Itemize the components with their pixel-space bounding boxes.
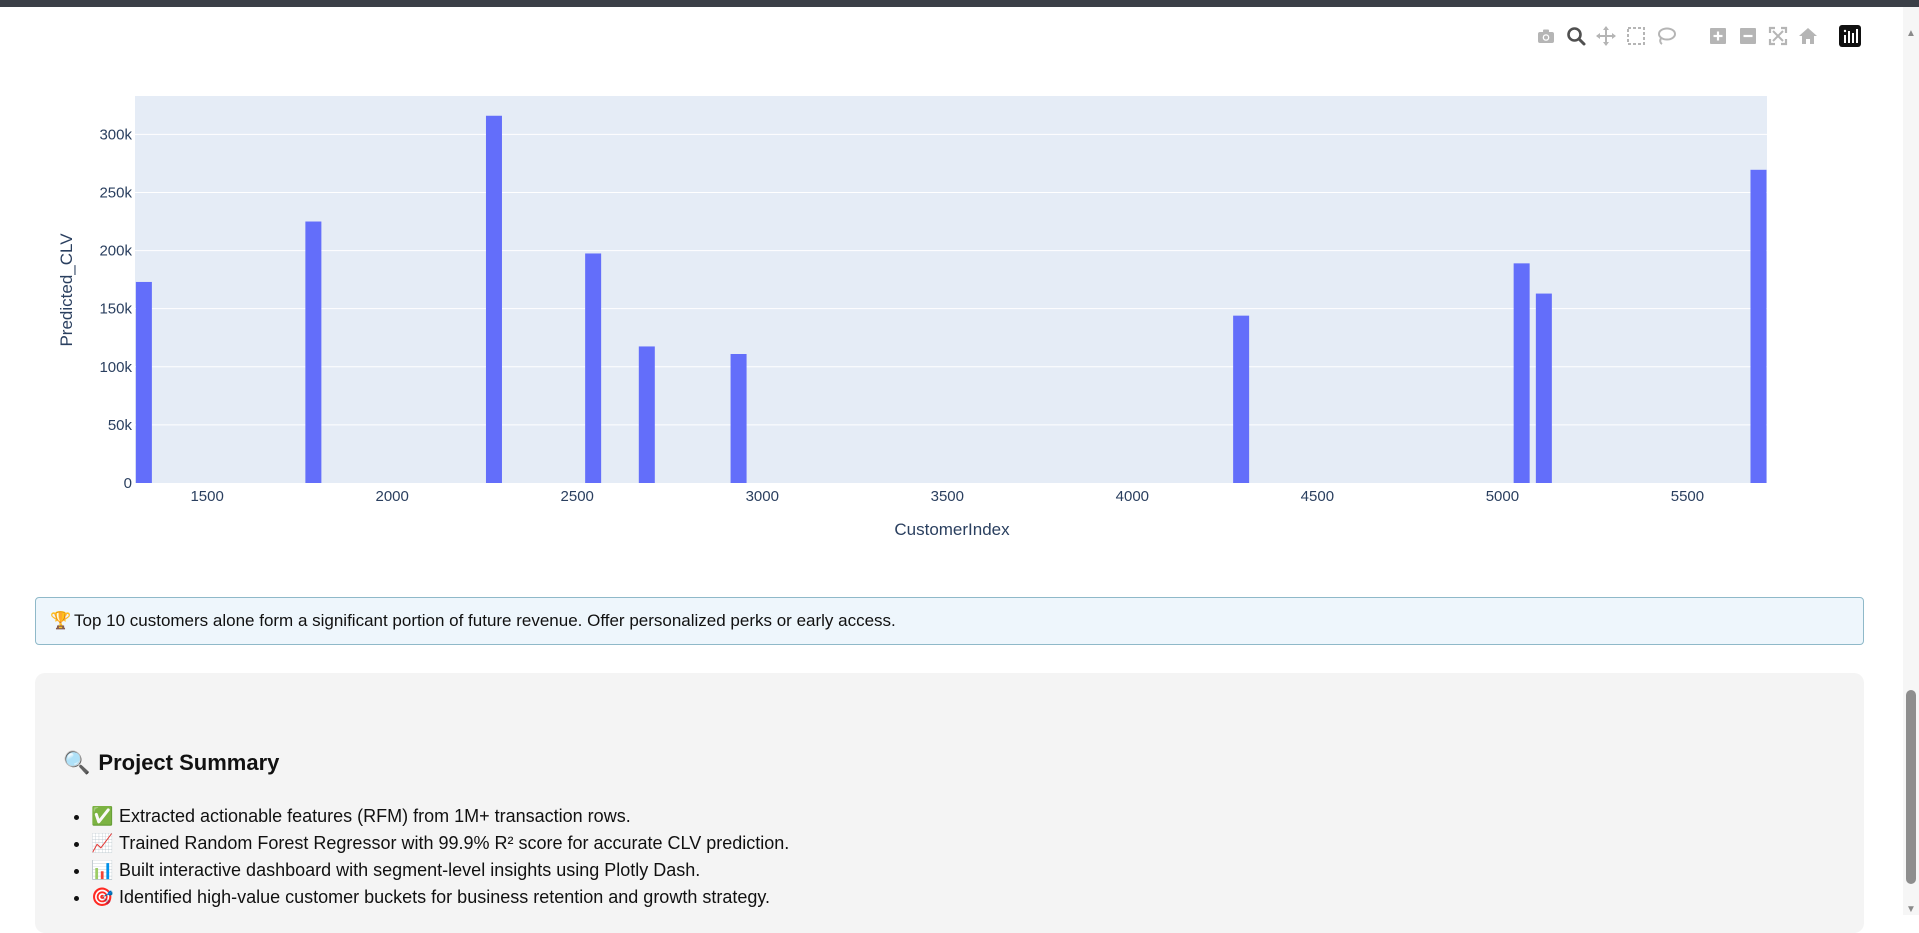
bar[interactable]	[730, 354, 747, 483]
y-gridlines	[135, 133, 1767, 426]
list-item: ✅Extracted actionable features (RFM) fro…	[91, 803, 789, 830]
y-tick-label: 100k	[99, 359, 132, 376]
x-tick-label: 3000	[746, 488, 779, 505]
y-tick-label: 300k	[99, 126, 132, 143]
bar-series	[135, 115, 1767, 483]
plotly-logo-icon[interactable]	[1838, 24, 1862, 48]
check-icon: ✅	[91, 806, 114, 826]
chart-modebar	[1534, 24, 1864, 50]
y-axis-label: Predicted_CLV	[57, 233, 76, 347]
list-item-text: Extracted actionable features (RFM) from…	[119, 806, 631, 826]
bar[interactable]	[485, 115, 502, 483]
trophy-icon: 🏆	[50, 611, 72, 630]
y-tick-label: 200k	[99, 243, 132, 260]
y-tick-label: 0	[124, 475, 132, 492]
lasso-select-icon[interactable]	[1654, 24, 1678, 48]
clv-bar-chart[interactable]: 0 50k 100k 150k 200k 250k 300k 1500 2000 2500 300…	[0, 60, 1800, 550]
target-icon: 🎯	[91, 887, 114, 907]
project-summary-panel: 🔍 Project Summary ✅Extracted actionable f…	[35, 673, 1864, 933]
y-tick-label: 250k	[99, 184, 132, 201]
x-tick-label: 2500	[561, 488, 594, 505]
reset-axes-icon[interactable]	[1796, 24, 1820, 48]
x-axis-label: CustomerIndex	[894, 520, 1010, 539]
x-tick-label: 4000	[1116, 488, 1149, 505]
camera-icon[interactable]	[1534, 24, 1558, 48]
scroll-down-arrow-icon[interactable]: ▼	[1906, 904, 1916, 915]
insight-text: Top 10 customers alone form a significan…	[74, 611, 896, 630]
insight-callout: 🏆 Top 10 customers alone form a signific…	[35, 597, 1864, 645]
bar[interactable]	[1535, 293, 1552, 483]
zoom-in-icon[interactable]	[1706, 24, 1730, 48]
plot-area	[135, 96, 1767, 483]
page-scrollbar[interactable]: ▲ ▼	[1903, 7, 1919, 915]
bar[interactable]	[638, 346, 655, 483]
summary-title-text: Project Summary	[98, 750, 280, 775]
list-item-text: Identified high-value customer buckets f…	[119, 887, 771, 907]
y-tick-label: 50k	[108, 417, 133, 434]
bar-chart-icon: 📊	[91, 860, 114, 880]
x-tick-label: 1500	[190, 488, 223, 505]
bar[interactable]	[1750, 169, 1767, 483]
x-tick-label: 3500	[931, 488, 964, 505]
list-item: 🎯Identified high-value customer buckets …	[91, 884, 789, 911]
list-item-text: Built interactive dashboard with segment…	[119, 860, 701, 880]
bar[interactable]	[1233, 315, 1250, 483]
x-tick-label: 2000	[376, 488, 409, 505]
summary-list: ✅Extracted actionable features (RFM) fro…	[63, 803, 789, 911]
box-select-icon[interactable]	[1624, 24, 1648, 48]
bar[interactable]	[305, 221, 322, 483]
zoom-icon[interactable]	[1564, 24, 1588, 48]
x-tick-label: 4500	[1301, 488, 1334, 505]
y-tick-label: 150k	[99, 301, 132, 318]
list-item-text: Trained Random Forest Regressor with 99.…	[119, 833, 790, 853]
list-item: 📈Trained Random Forest Regressor with 99…	[91, 830, 789, 857]
x-tick-label: 5000	[1486, 488, 1519, 505]
autoscale-icon[interactable]	[1766, 24, 1790, 48]
summary-title: 🔍 Project Summary	[63, 750, 279, 776]
zoom-out-icon[interactable]	[1736, 24, 1760, 48]
list-item: 📊Built interactive dashboard with segmen…	[91, 857, 789, 884]
x-axis-ticks: 1500 2000 2500 3000 3500 4000 4500 5000 5500	[190, 488, 1704, 505]
scroll-thumb[interactable]	[1906, 690, 1916, 884]
y-axis-ticks: 0 50k 100k 150k 200k 250k 300k	[99, 126, 132, 492]
bar[interactable]	[1513, 263, 1530, 483]
pan-icon[interactable]	[1594, 24, 1618, 48]
x-tick-label: 5500	[1671, 488, 1704, 505]
magnifier-icon: 🔍	[63, 750, 91, 775]
scroll-up-arrow-icon[interactable]: ▲	[1906, 28, 1916, 39]
browser-top-bar	[0, 0, 1919, 7]
bar[interactable]	[135, 281, 152, 483]
bar[interactable]	[585, 253, 602, 483]
chart-up-icon: 📈	[91, 833, 114, 853]
